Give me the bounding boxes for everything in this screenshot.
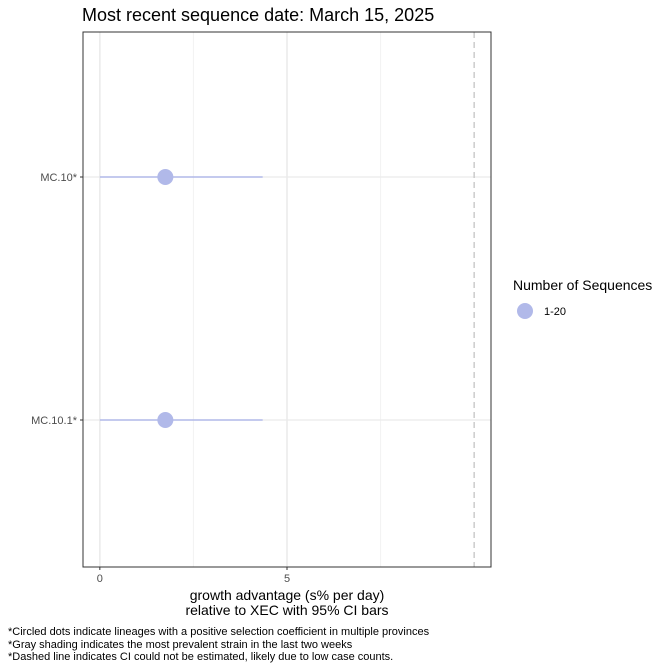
footnote: *Gray shading indicates the most prevale…	[8, 638, 353, 651]
x-tick-label: 5	[284, 573, 290, 585]
plot-area: MC.10* MC.10.1* 0 5	[31, 31, 492, 585]
chart-title: Most recent sequence date: March 15, 202…	[82, 5, 434, 25]
x-axis-title-line-2: relative to XEC with 95% CI bars	[185, 602, 388, 618]
data-point	[157, 169, 174, 185]
legend-title: Number of Sequences	[513, 277, 652, 293]
legend-key	[517, 303, 533, 319]
footnotes: *Circled dots indicate lineages with a p…	[8, 626, 429, 664]
y-tick-label: MC.10.1*	[31, 415, 78, 427]
x-axis-title-line-1: growth advantage (s% per day)	[190, 587, 385, 603]
footnote: *Circled dots indicate lineages with a p…	[8, 626, 430, 638]
legend: 1-20	[517, 303, 566, 319]
footnote: *Dashed line indicates CI could not be e…	[8, 651, 394, 663]
x-tick-label: 0	[97, 573, 103, 585]
data-point	[157, 412, 174, 428]
y-tick-label: MC.10*	[40, 172, 77, 184]
legend-label: 1-20	[544, 306, 566, 318]
